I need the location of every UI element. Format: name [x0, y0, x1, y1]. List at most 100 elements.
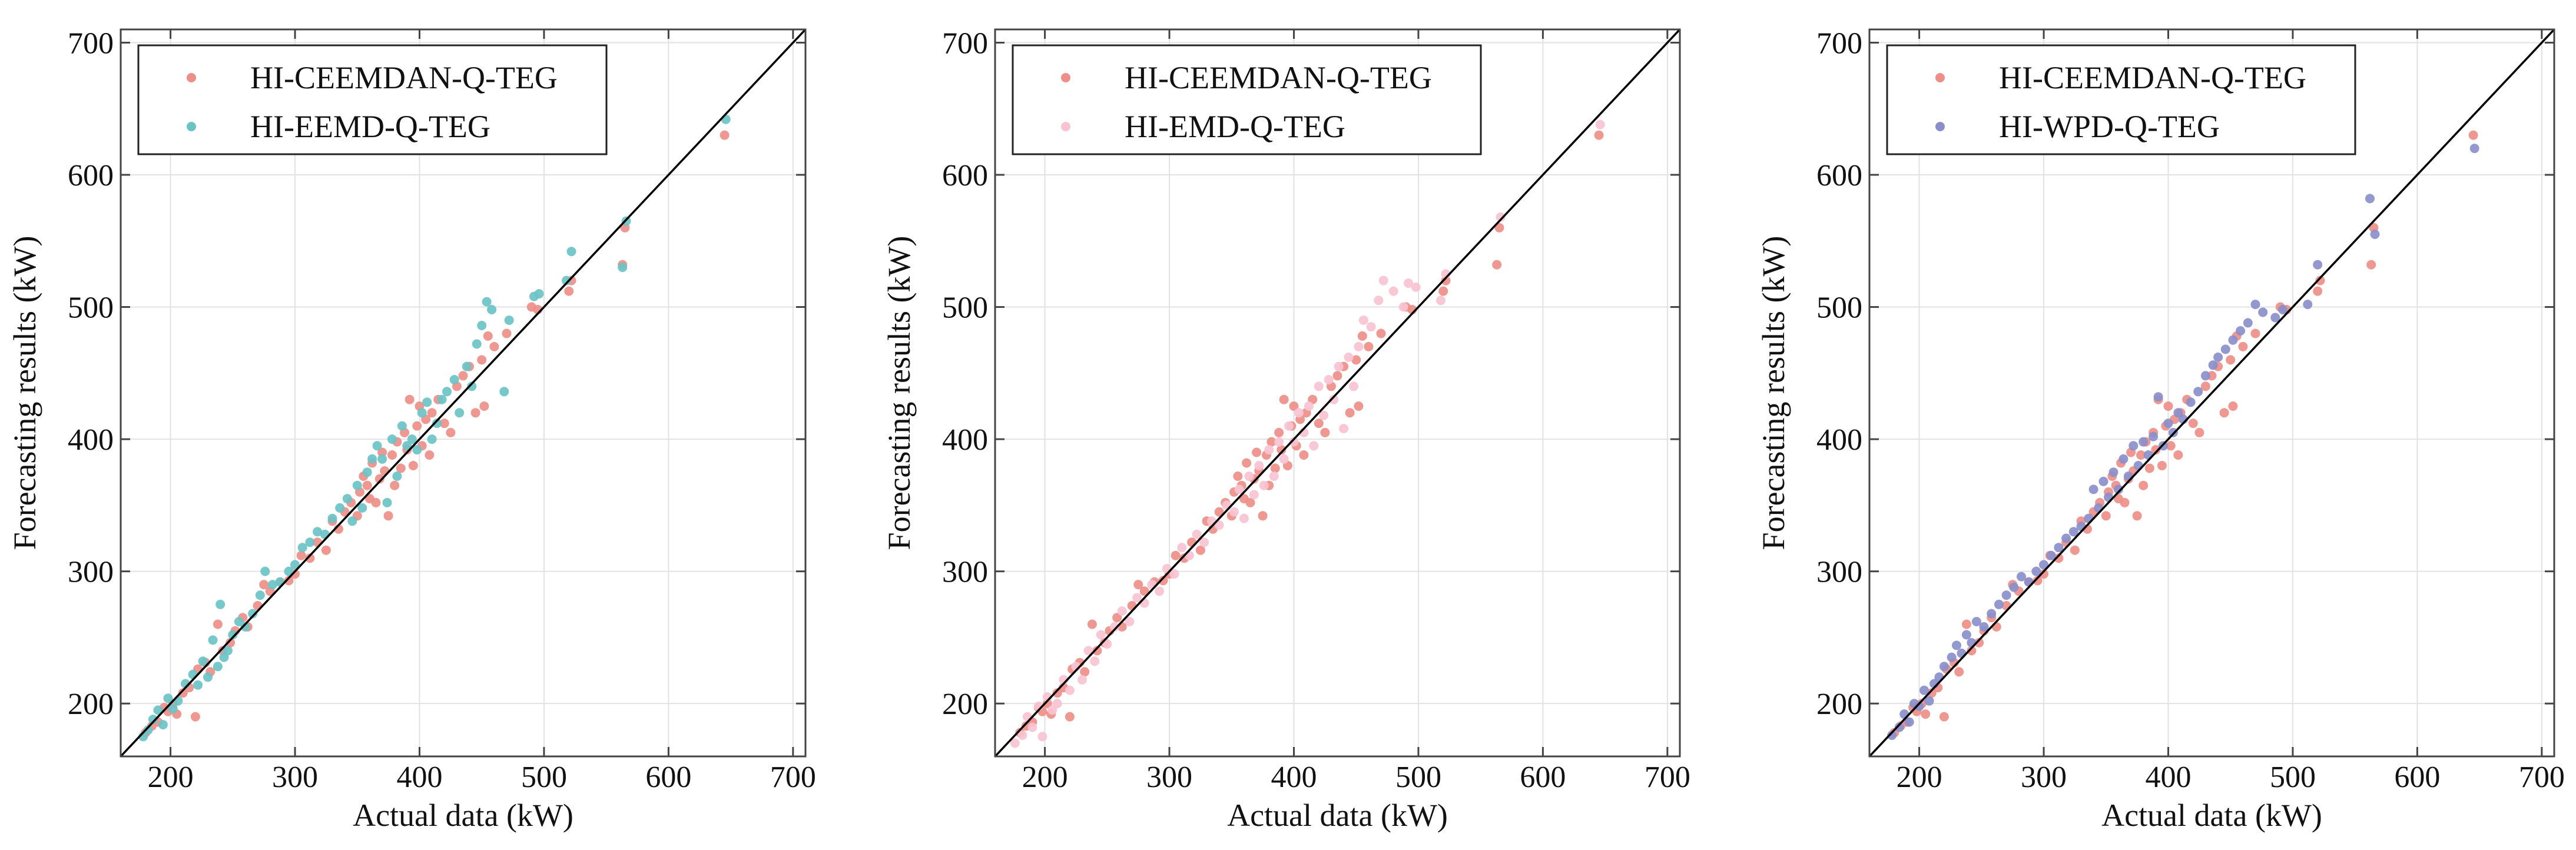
- data-point-series-2: [1125, 617, 1135, 626]
- data-point-series-2: [362, 467, 372, 477]
- data-point-series-1: [1492, 260, 1502, 270]
- chart-panel-1: 200 300 400 500 600 700 200 300 400 500 600 700 Actu…: [7, 26, 816, 833]
- data-point-series-2: [2173, 408, 2183, 418]
- data-point-series-2: [1177, 543, 1187, 553]
- data-point-series-1: [1171, 550, 1181, 560]
- data-point-series-2: [1957, 648, 1967, 658]
- data-point-series-2: [1078, 675, 1087, 685]
- y-axis-label: Forecasting results (kW): [7, 236, 42, 550]
- data-point-series-2: [234, 617, 244, 626]
- data-point-series-2: [382, 497, 392, 507]
- data-point-series-1: [1441, 275, 1451, 285]
- data-point-series-2: [320, 529, 330, 539]
- data-point-series-2: [216, 599, 226, 609]
- data-point-series-1: [259, 580, 269, 590]
- data-point-series-2: [377, 454, 387, 464]
- data-point-series-1: [1494, 223, 1504, 233]
- data-point-series-1: [2139, 480, 2149, 490]
- chart-panel-3: 200 300 400 500 600 700 200 300 400 500 600 700 Actu…: [1756, 26, 2565, 833]
- data-point-series-2: [1339, 424, 1349, 434]
- data-point-series-1: [1289, 401, 1299, 411]
- x-tick-label: 200: [1022, 761, 1068, 794]
- data-point-series-2: [387, 434, 397, 444]
- data-point-series-2: [248, 609, 258, 619]
- data-point-series-2: [305, 537, 315, 547]
- data-point-series-1: [2054, 553, 2064, 563]
- data-point-series-2: [2228, 335, 2238, 345]
- data-point-series-2: [1027, 722, 1037, 732]
- data-point-series-1: [2228, 401, 2238, 411]
- data-point-series-1: [1133, 580, 1143, 590]
- data-point-series-1: [1233, 472, 1243, 481]
- data-point-series-2: [422, 397, 432, 407]
- x-tick-label: 500: [2270, 761, 2316, 794]
- y-tick-label: 500: [942, 291, 988, 325]
- data-point-series-2: [402, 441, 412, 451]
- y-tick-label: 200: [942, 688, 988, 721]
- data-point-series-2: [449, 375, 459, 384]
- data-point-series-2: [472, 339, 482, 349]
- data-point-series-1: [1042, 699, 1052, 709]
- scatter-points: [138, 114, 731, 742]
- data-point-series-2: [313, 527, 323, 537]
- x-tick-label: 500: [521, 761, 567, 794]
- data-point-series-2: [2054, 543, 2064, 553]
- identity-line: [121, 29, 805, 756]
- data-point-series-1: [1158, 576, 1168, 586]
- data-point-series-1: [483, 331, 493, 341]
- data-point-series-2: [2046, 550, 2056, 560]
- data-point-series-2: [1274, 437, 1284, 447]
- x-tick-label: 400: [396, 761, 442, 794]
- data-point-series-2: [1952, 640, 1961, 650]
- data-point-series-1: [1351, 355, 1361, 365]
- data-point-series-2: [1289, 437, 1299, 447]
- data-point-series-1: [2101, 511, 2111, 521]
- data-point-series-2: [1404, 278, 1413, 288]
- y-tick-label: 400: [68, 423, 114, 457]
- legend-box: [137, 44, 608, 155]
- legend-marker: [187, 122, 196, 131]
- data-point-series-2: [1436, 295, 1446, 306]
- data-point-series-1: [1991, 622, 2001, 632]
- data-point-series-2: [1304, 401, 1314, 411]
- data-point-series-1: [1080, 667, 1090, 677]
- data-point-series-2: [1314, 381, 1324, 391]
- y-tick-label: 400: [942, 423, 988, 457]
- data-point-series-2: [1924, 696, 1934, 706]
- data-point-series-2: [260, 566, 270, 576]
- data-point-series-1: [1364, 341, 1374, 351]
- x-tick-label: 500: [1395, 761, 1441, 794]
- data-point-series-1: [2120, 497, 2130, 507]
- data-point-series-2: [1887, 731, 1897, 741]
- data-point-series-1: [1345, 408, 1355, 418]
- data-point-series-2: [2365, 194, 2375, 204]
- data-point-series-2: [1229, 507, 1239, 517]
- data-point-series-2: [2084, 513, 2094, 523]
- data-point-series-2: [1374, 295, 1384, 306]
- data-point-series-2: [1169, 569, 1179, 579]
- data-point-series-1: [1974, 638, 1984, 648]
- data-point-series-2: [284, 566, 294, 576]
- data-point-series-1: [2132, 511, 2142, 521]
- data-point-series-2: [163, 693, 173, 703]
- y-axis-label: Forecasting results (kW): [881, 236, 917, 550]
- data-point-series-2: [2104, 492, 2113, 502]
- legend-marker: [1061, 122, 1070, 131]
- data-point-series-2: [1269, 472, 1279, 481]
- data-point-series-2: [1319, 410, 1329, 420]
- x-tick-label: 600: [2394, 761, 2440, 794]
- data-point-series-1: [408, 461, 418, 470]
- data-point-series-1: [2039, 569, 2048, 579]
- legend-marker: [1935, 73, 1945, 82]
- data-point-series-2: [566, 247, 576, 257]
- data-point-series-2: [427, 434, 437, 444]
- data-point-series-1: [1314, 419, 1324, 429]
- data-point-series-2: [143, 725, 153, 735]
- legend-marker: [187, 73, 196, 82]
- data-point-series-2: [2193, 387, 2203, 397]
- data-point-series-2: [1939, 662, 1949, 672]
- data-point-series-1: [213, 619, 223, 629]
- data-point-series-1: [1245, 497, 1255, 507]
- data-point-series-2: [1971, 617, 1981, 626]
- data-point-series-1: [374, 474, 384, 484]
